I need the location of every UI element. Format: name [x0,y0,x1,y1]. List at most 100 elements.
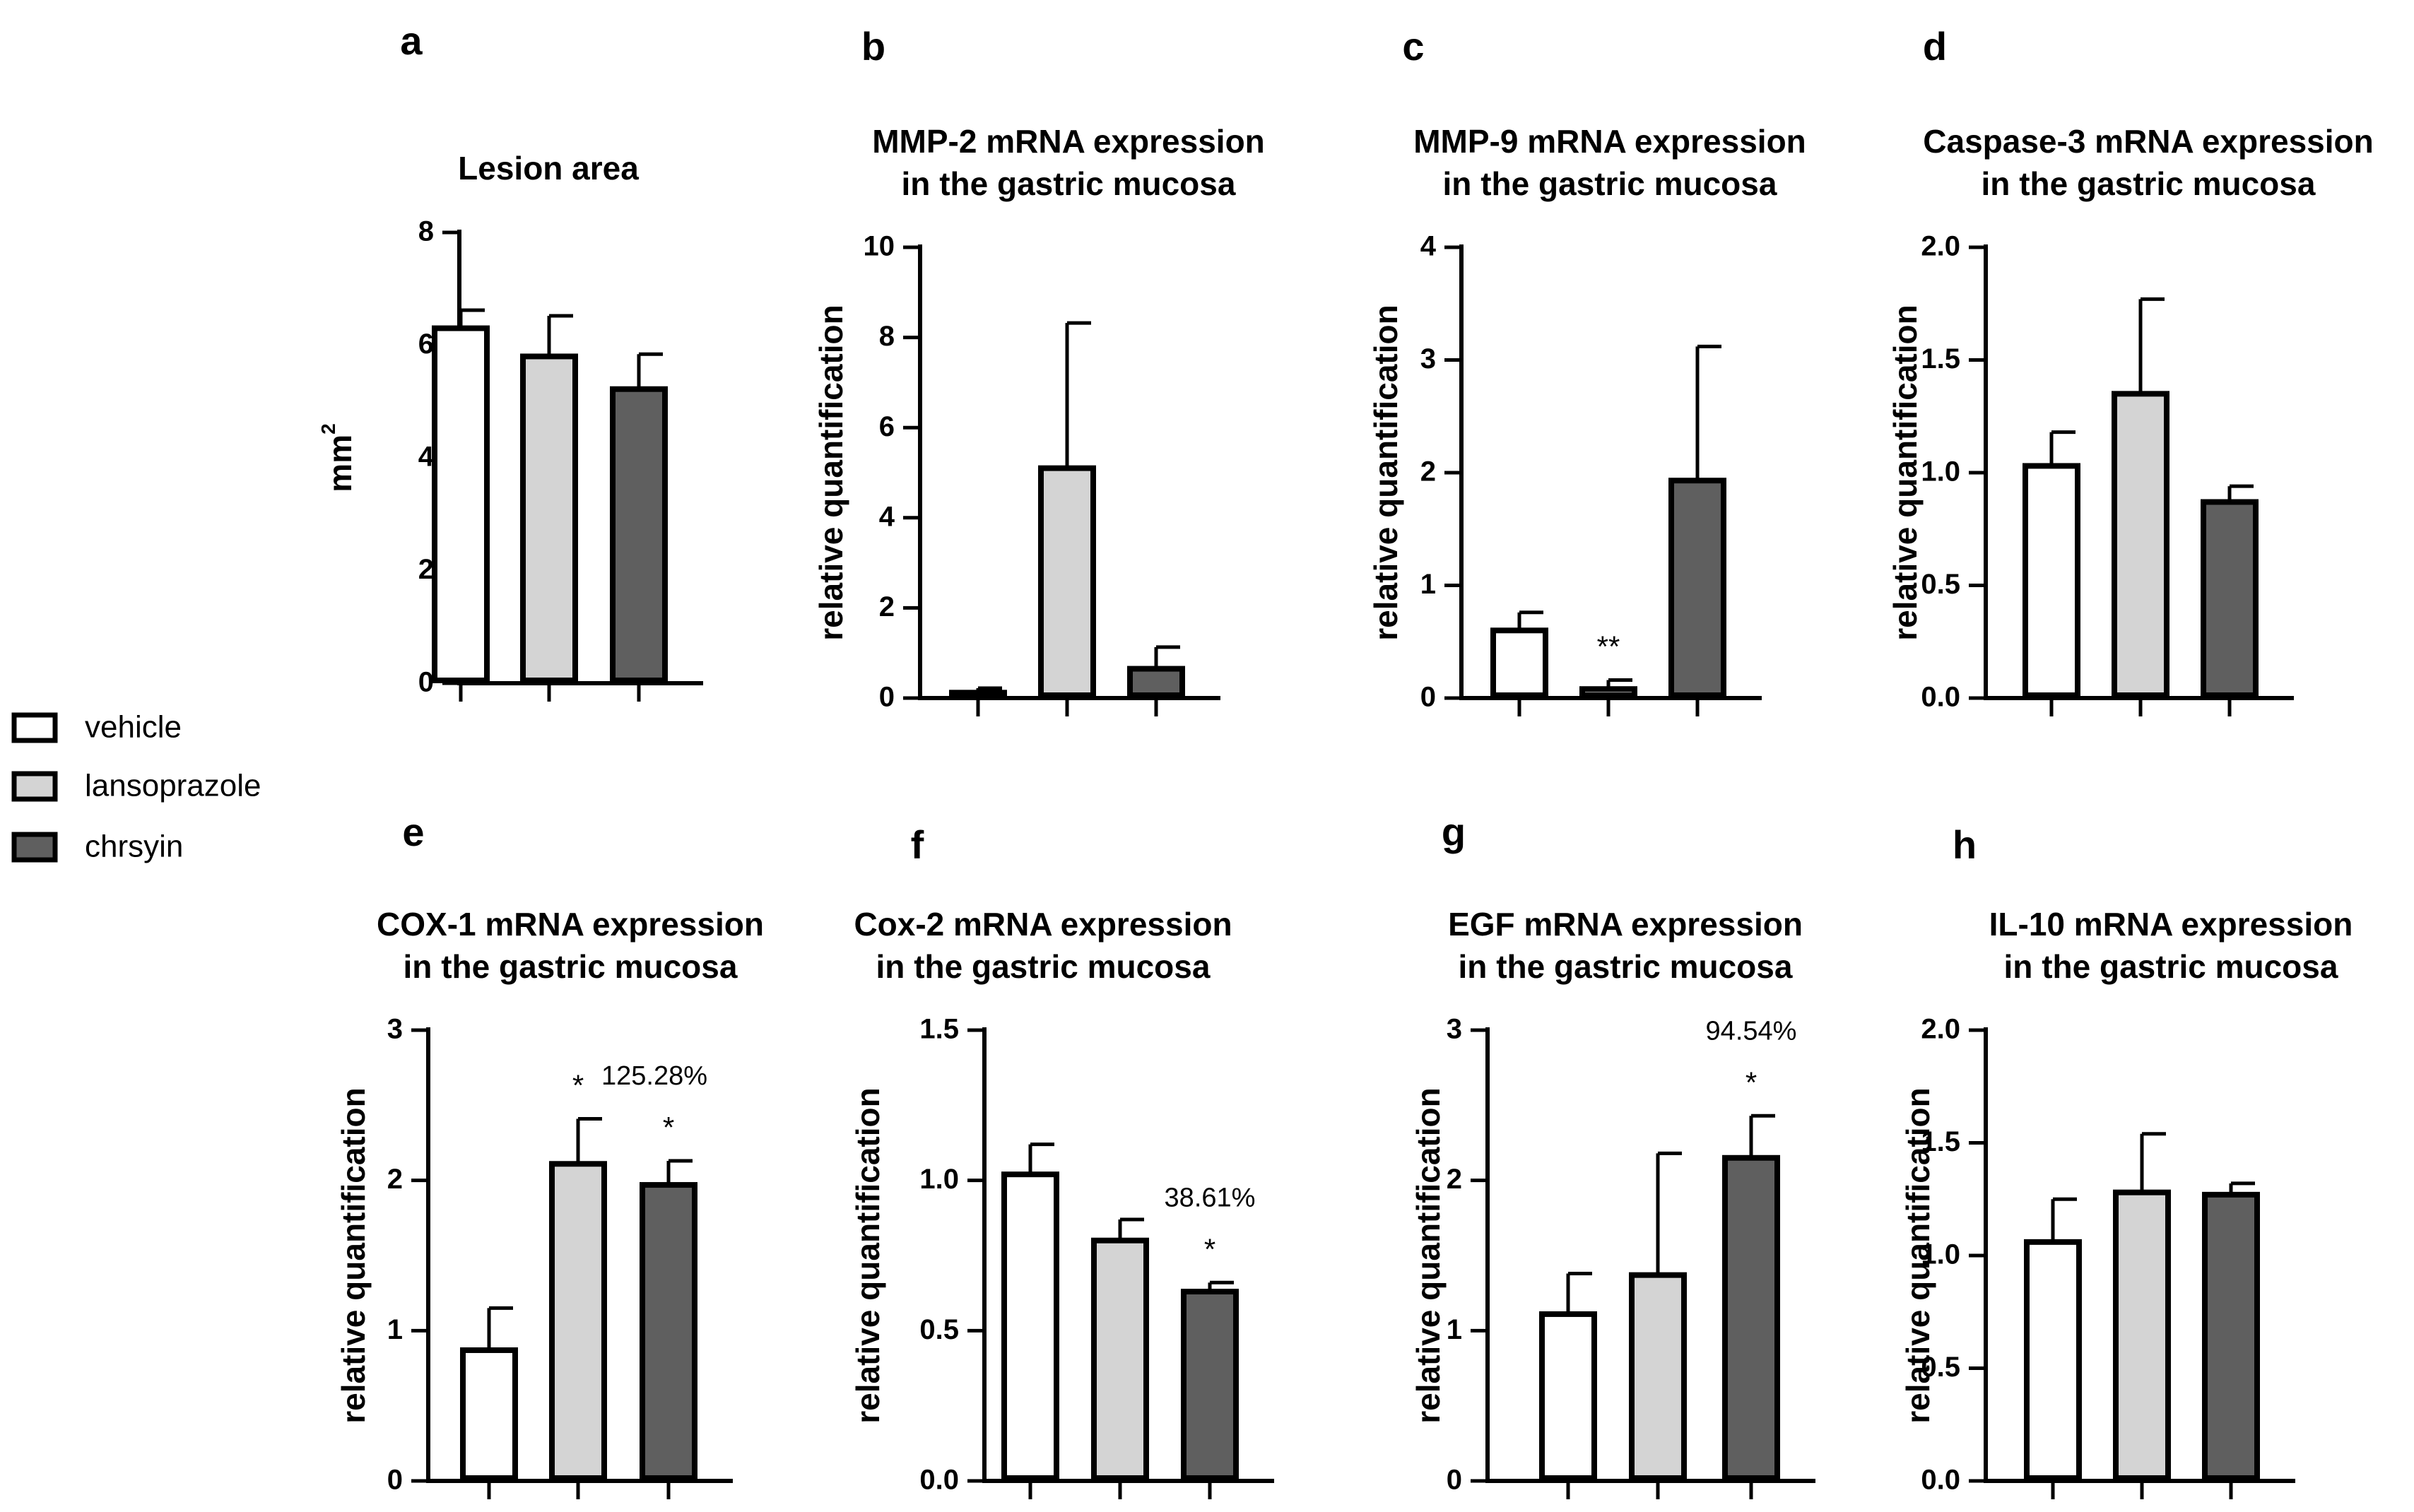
y-tick-label: 1 [1420,569,1436,600]
y-tick-label: 10 [864,231,895,262]
bar-chrsyin [1668,478,1726,698]
chart-title: in the gastric mucosa [876,948,1211,985]
chart-title: MMP-9 mRNA expression [1413,123,1806,160]
bar-lansoprazole [1579,686,1637,698]
y-tick-label: 2.0 [1921,231,1960,262]
y-tick-label: 0.0 [1921,682,1960,713]
chart-title: IL-10 mRNA expression [1989,906,2353,943]
bar-vehicle [1490,627,1548,698]
y-tick-label: 2 [879,591,895,622]
y-tick-label: 0 [1447,1465,1462,1496]
percent-annotation: 38.61% [1165,1183,1256,1212]
y-tick-label: 3 [387,1014,403,1045]
y-tick-label: 6 [879,411,895,442]
chart-title: in the gastric mucosa [2004,948,2338,985]
panel-letter: c [1402,24,1424,69]
y-tick-label: 6 [418,329,434,360]
chart-title: in the gastric mucosa [1443,165,1777,202]
chart-title: in the gastric mucosa [902,165,1236,202]
y-tick-label: 0.5 [919,1314,959,1345]
bar-lansoprazole [1091,1237,1149,1481]
panel-h: h IL-10 mRNA expression in the gastric muc… [1900,822,2353,1499]
chart-title: EGF mRNA expression [1448,906,1803,943]
bar-vehicle [460,1347,518,1481]
bar-chrsyin [610,386,668,684]
panel-letter: g [1442,810,1466,854]
legend: vehicle lansoprazole chrsyin [11,710,261,864]
chart-title: MMP-2 mRNA expression [872,123,1265,160]
legend-item-lansoprazole: lansoprazole [11,769,261,803]
bar-lansoprazole [2112,391,2169,698]
panel-letter: a [400,18,423,63]
panel-b: b MMP-2 mRNA expression in the gastric muc… [813,24,1265,716]
panel-letter: b [861,24,885,69]
significance-star: * [572,1069,584,1102]
significance-star: * [663,1111,674,1144]
y-tick-label: 3 [1447,1014,1462,1045]
panel-d: d Caspase-3 mRNA expression in the gastric… [1887,24,2374,716]
percent-annotation: 125.28% [601,1061,707,1091]
significance-star: * [1204,1232,1215,1265]
y-tick-label: 2.0 [1921,1014,1960,1045]
bar-chrsyin [2201,499,2259,698]
y-tick-label: 1.5 [919,1014,959,1045]
panels: a Lesion area mm2 0 2 4 6 8 b MMP-2 mRNA expressi… [317,18,2374,1499]
y-tick-label: 1.0 [919,1164,959,1195]
bar-lansoprazole [520,353,578,683]
legend-label: chrsyin [85,829,183,864]
percent-annotation: 94.54% [1706,1016,1797,1046]
chart-title: Cox-2 mRNA expression [854,906,1232,943]
panel-e: e COX-1 mRNA expression in the gastric muc… [335,810,764,1499]
bar-lansoprazole [1038,465,1096,698]
y-tick-label: 4 [1420,231,1437,262]
panel-letter: f [911,822,924,867]
y-tick-label: 8 [418,216,434,247]
legend-swatch [11,832,58,863]
chart-title: Caspase-3 mRNA expression [1923,123,2373,160]
chart-title: COX-1 mRNA expression [377,906,764,943]
y-tick-label: 0 [879,682,895,713]
y-axis-label: relative quantification [1410,1087,1447,1423]
chart-title: Lesion area [458,150,639,187]
y-tick-label: 1.0 [1921,1239,1960,1270]
y-tick-label: 0 [418,667,434,698]
legend-swatch [11,771,58,802]
y-tick-label: 1 [1447,1314,1462,1345]
panel-c: c MMP-9 mRNA expression in the gastric muc… [1367,24,1806,716]
y-axis-label: relative quantification [813,305,849,640]
bar-vehicle [1539,1311,1597,1481]
y-tick-label: 2 [1447,1164,1462,1195]
y-tick-label: 0 [387,1465,403,1496]
bar-vehicle [2023,463,2080,698]
y-tick-label: 1 [387,1314,403,1345]
y-tick-label: 0.0 [919,1465,959,1496]
bar-chrsyin [640,1182,697,1481]
significance-star: * [1745,1065,1757,1099]
y-tick-label: 2 [1420,456,1436,488]
bar-chrsyin [1722,1154,1780,1482]
y-tick-label: 4 [418,442,435,473]
legend-item-chrsyin: chrsyin [11,829,183,864]
bar-vehicle [949,690,1007,698]
y-tick-label: 0.5 [1921,569,1960,600]
y-tick-label: 3 [1420,343,1436,374]
y-axis-label: relative quantification [1367,305,1404,640]
bar-chrsyin [1127,666,1185,699]
y-axis-label: relative quantification [1900,1087,1936,1423]
y-tick-label: 8 [879,321,895,352]
panel-g: g EGF mRNA expression in the gastric mucos… [1410,810,1815,1499]
bar-lansoprazole [2113,1189,2171,1482]
y-tick-label: 1.5 [1921,343,1960,374]
legend-label: vehicle [85,710,182,745]
bar-vehicle [2024,1239,2082,1481]
y-axis-label: relative quantification [1887,305,1924,640]
panel-letter: e [402,810,424,854]
significance-star: ** [1597,630,1620,663]
y-axis-label: relative quantification [335,1087,372,1423]
panel-letter: d [1923,24,1947,69]
y-tick-label: 0 [1420,682,1436,713]
bar-lansoprazole [1629,1272,1687,1481]
legend-item-vehicle: vehicle [11,710,182,745]
bar-chrsyin [2202,1191,2260,1481]
